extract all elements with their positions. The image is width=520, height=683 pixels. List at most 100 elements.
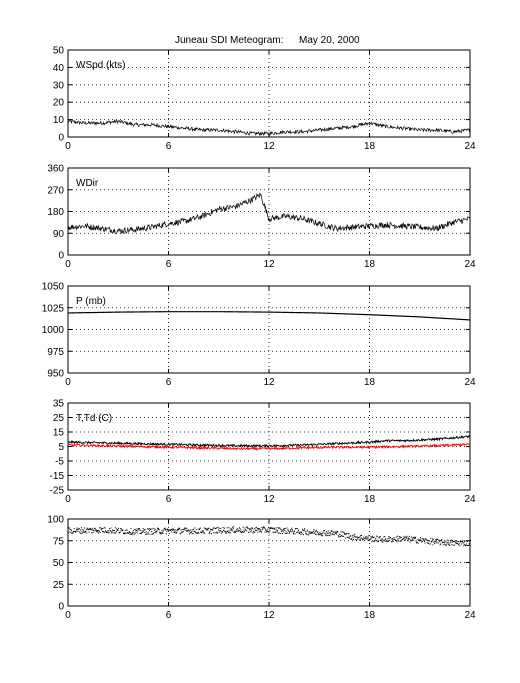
data-point [154,529,156,531]
data-point [165,528,167,530]
data-point [93,530,95,532]
data-point [379,535,381,537]
data-point [191,533,193,535]
data-point [284,528,286,530]
data-point [252,532,254,534]
data-point [431,540,433,542]
data-point [292,530,294,532]
data-point [328,534,330,536]
data-point [399,537,401,539]
data-point [388,536,390,538]
data-point [267,528,269,530]
data-point [388,537,390,539]
data-point [320,533,322,535]
data-point [275,527,277,529]
x-tick-label: 0 [65,141,71,152]
data-point [114,532,116,534]
data-point [126,529,128,531]
data-point [423,540,425,542]
data-point [356,538,358,540]
data-point [131,534,133,536]
data-point [362,539,364,541]
data-point [407,540,409,542]
panel-4: 0 6 12 18 24 -25 -15 -5 5 15 25 35 T,Td (C) [50,399,476,506]
data-point [162,531,164,533]
data-point [117,529,119,531]
data-point [278,532,280,534]
y-tick-label: 270 [47,185,64,196]
data-point [101,528,103,530]
data-point [268,527,270,529]
data-point [458,543,460,545]
data-point [110,532,112,534]
data-point [402,538,404,540]
data-point [259,530,261,532]
data-point [125,532,127,534]
data-point [417,538,419,540]
data-point [97,530,99,532]
data-point [231,526,233,528]
data-point [308,533,310,535]
data-point [255,527,257,529]
data-point [126,532,128,534]
data-point [84,527,86,529]
data-point [467,540,469,541]
data-point [382,541,384,543]
data-point [410,539,412,541]
data-point [315,533,317,535]
data-point [419,540,421,542]
data-point [102,528,104,530]
data-point [427,539,429,541]
data-point [325,534,327,536]
data-point [202,531,204,533]
x-tick-label: 24 [464,141,476,152]
data-point [285,532,287,534]
x-tick-label: 6 [166,494,172,505]
data-point [331,531,333,533]
data-point [80,529,82,531]
data-point [321,533,323,535]
data-point [373,540,375,542]
data-point [368,535,370,537]
data-point [302,534,304,536]
y-tick-label: -15 [50,471,65,482]
data-point [283,531,285,533]
data-point [382,538,384,540]
data-point [297,528,299,530]
data-point [331,533,333,535]
data-point [254,529,256,531]
data-point [305,533,307,535]
data-point [76,529,78,531]
data-point [205,527,207,529]
data-point [170,529,172,531]
data-point [208,527,210,529]
data-point [221,530,223,532]
data-point [450,541,452,543]
data-point [83,529,85,531]
data-point [416,541,418,543]
data-point [235,530,237,532]
y-tick-label: -25 [50,486,65,497]
data-point [309,531,311,533]
data-point [393,537,395,538]
data-point [70,531,72,533]
data-point [160,532,162,534]
data-point [89,527,91,529]
data-point [404,539,406,541]
data-point [378,537,380,539]
data-point [444,543,446,545]
data-point [178,527,180,529]
data-point [454,540,456,542]
data-point [99,527,101,529]
data-point [317,532,319,534]
data-point [447,542,449,544]
data-point [269,527,271,529]
data-point [241,531,243,533]
data-point [461,543,463,545]
data-point [376,536,378,538]
data-point [209,530,211,532]
data-point [217,531,219,533]
data-point [183,528,185,530]
data-point [470,539,471,541]
data-point [312,530,314,532]
